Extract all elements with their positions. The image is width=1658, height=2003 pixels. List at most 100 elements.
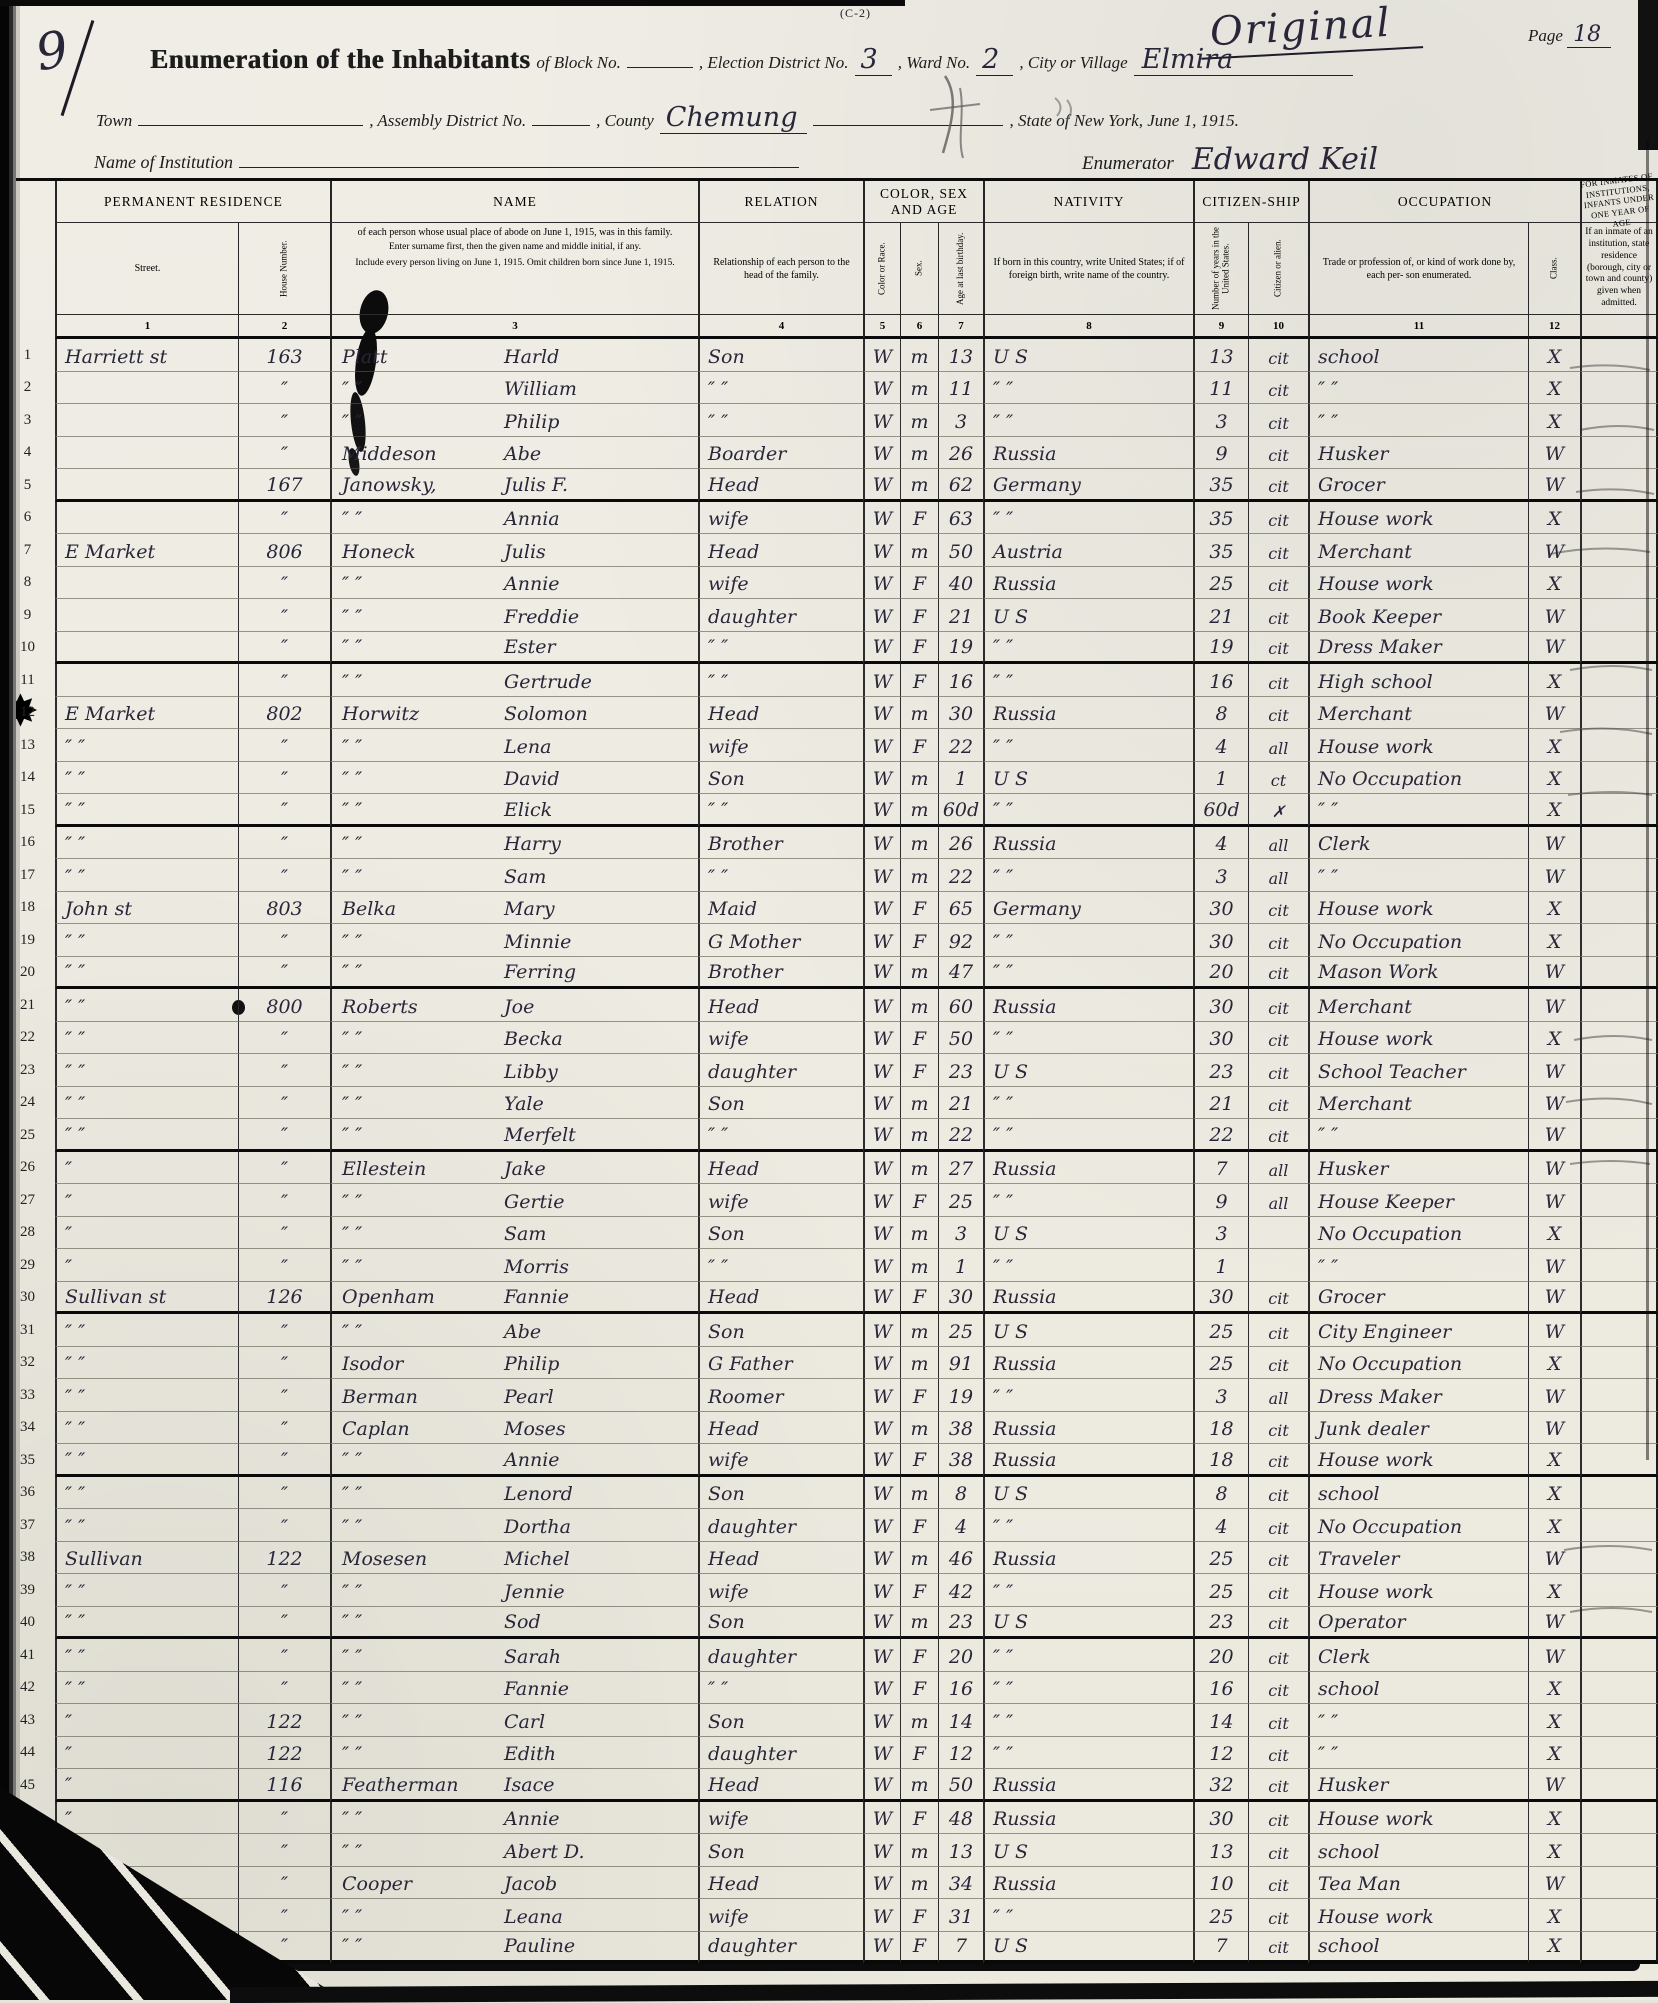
house-number-value: ″ <box>280 930 289 953</box>
name-sub3: Include every person living on June 1, 1… <box>355 257 675 268</box>
cell-age: 26 <box>938 436 983 469</box>
color-value: W <box>872 1483 893 1505</box>
table-column-numbers: 1 2 3 4 5 6 7 8 9 10 11 12 <box>0 315 1658 339</box>
street-value <box>57 657 65 661</box>
cell-occupation: Tea Man <box>1308 1866 1528 1899</box>
sex-value: m <box>910 833 929 855</box>
color-value: W <box>872 1743 893 1765</box>
given-name-value: David <box>504 768 560 790</box>
citizen-value: cit <box>1268 706 1289 725</box>
cell-class: X <box>1528 1574 1580 1607</box>
cell-name: ″ ″ William <box>330 371 698 404</box>
nativity-value: Russia <box>993 573 1057 595</box>
cell-name: Horwitz Solomon <box>330 696 698 729</box>
cell-street: ″ <box>55 1184 238 1217</box>
cell-class: W <box>1528 1281 1580 1314</box>
house-number-value: ″ <box>280 1320 289 1343</box>
age-value: 48 <box>948 1808 974 1830</box>
citizen-value: cit <box>1268 639 1289 658</box>
years-us-value: 30 <box>1209 1028 1234 1050</box>
citizen-value: cit <box>1268 1746 1289 1765</box>
occupation-value: House work <box>1318 1448 1434 1471</box>
row-number: 26 <box>20 1159 35 1176</box>
col-citizen-alien: Citizen or alien. <box>1248 223 1308 315</box>
row-number: 32 <box>20 1354 35 1371</box>
table-row: 6 ″ ″ ″ Annia wife W F 63 ″ ″ 35 cit House work X <box>0 501 1658 534</box>
nativity-value: U S <box>993 1060 1029 1083</box>
surname-value: Janowsky, <box>342 473 437 496</box>
cell-occupation: House work <box>1308 501 1528 534</box>
surname-value: ″ ″ <box>342 768 363 790</box>
age-value: 46 <box>948 1548 974 1570</box>
scan-right-line <box>1646 140 1649 1460</box>
age-value: 8 <box>954 1483 968 1505</box>
cell-street: Sullivan <box>55 1541 238 1574</box>
col-group-color-sex-age: COLOR, SEX AND AGE <box>863 181 983 223</box>
nativity-value: Russia <box>993 1448 1057 1471</box>
cell-house-number: ″ <box>238 1151 330 1184</box>
citizen-value: cit <box>1268 998 1289 1018</box>
citizen-value: cit <box>1268 381 1289 400</box>
years-us-value: 22 <box>1209 1123 1234 1146</box>
occupation-value: House work <box>1318 573 1434 595</box>
cell-sex: m <box>900 1151 938 1184</box>
cell-house-number: ″ <box>238 924 330 957</box>
row-number: 36 <box>20 1484 35 1501</box>
cell-nativity: Russia <box>983 1151 1193 1184</box>
cell-occupation: House work <box>1308 891 1528 924</box>
color-value: W <box>872 345 893 368</box>
house-number-value: 116 <box>266 1773 303 1796</box>
column-number: 3 <box>330 315 698 339</box>
cell-class: X <box>1528 371 1580 404</box>
surname-value: Berman <box>342 1385 418 1408</box>
given-name-value: Jennie <box>504 1580 565 1603</box>
color-value: W <box>872 605 893 628</box>
class-value: X <box>1547 1905 1562 1928</box>
cell-citizen: all <box>1248 1151 1308 1184</box>
house-number-value: ″ <box>280 508 289 530</box>
occupation-value: Clerk <box>1318 1645 1371 1668</box>
sex-value: m <box>910 1611 929 1633</box>
cell-occupation: Merchant <box>1308 989 1528 1022</box>
cell-street: Harriett st <box>55 339 238 372</box>
citizen-value: cit <box>1268 1289 1289 1308</box>
nativity-value: ″ ″ <box>993 1645 1014 1668</box>
cell-occupation: Junk dealer <box>1308 1411 1528 1444</box>
surname-value: ″ ″ <box>342 410 363 433</box>
scan-edge-top <box>0 0 905 6</box>
cell-citizen: cit <box>1248 1866 1308 1899</box>
column-number: 7 <box>938 315 983 339</box>
color-value: W <box>872 1840 893 1863</box>
sex-value: m <box>910 1223 929 1245</box>
cell-house-number: 802 <box>238 696 330 729</box>
cell-nativity: U S <box>983 1314 1193 1347</box>
age-value: 21 <box>948 605 974 628</box>
cell-occupation: Merchant <box>1308 1086 1528 1119</box>
cell-citizen: cit <box>1248 1736 1308 1769</box>
nativity-value: ″ ″ <box>993 865 1014 888</box>
years-us-value: 11 <box>1209 378 1234 400</box>
nativity-value: U S <box>993 1483 1029 1505</box>
citizen-value: cit <box>1268 1876 1289 1895</box>
street-value: John st <box>65 898 132 920</box>
cell-house-number: ″ <box>238 1411 330 1444</box>
cell-sex: F <box>900 1281 938 1314</box>
cell-house-number: ″ <box>238 1801 330 1834</box>
cell-class: X <box>1528 1021 1580 1054</box>
citizen-value: cit <box>1268 1323 1289 1343</box>
cell-years-us: 25 <box>1193 1899 1248 1932</box>
relation-value: Son <box>708 1223 745 1245</box>
cell-street <box>55 566 238 599</box>
age-value: 23 <box>948 1060 974 1083</box>
class-value: W <box>1544 443 1565 465</box>
cell-years-us: 30 <box>1193 1801 1248 1834</box>
cell-class: W <box>1528 1866 1580 1899</box>
cell-age: 20 <box>938 1639 983 1672</box>
street-value: ″ ″ <box>65 961 86 983</box>
column-number <box>1580 315 1658 339</box>
sex-value: F <box>912 1515 927 1538</box>
sex-value: m <box>910 865 929 888</box>
cell-occupation: ″ ″ <box>1308 1249 1528 1282</box>
given-name-value: Carl <box>504 1710 546 1733</box>
